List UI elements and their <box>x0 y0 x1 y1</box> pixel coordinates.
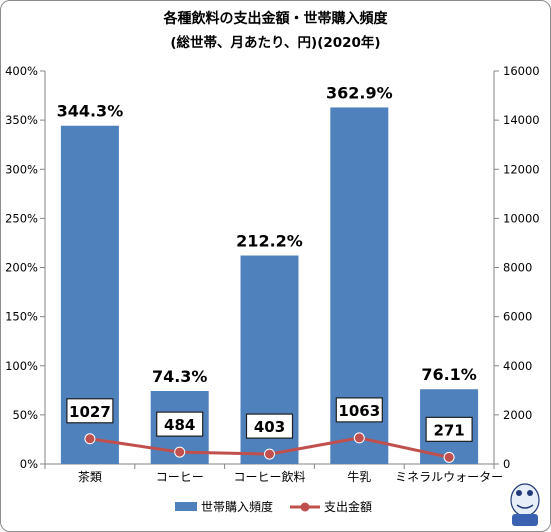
left-tick-label: 300% <box>5 162 38 176</box>
legend-line-label: 支出金額 <box>324 499 372 514</box>
legend-bar-label: 世帯購入頻度 <box>201 499 273 514</box>
right-tick-label: 2000 <box>503 408 532 422</box>
line-point <box>264 448 275 460</box>
right-tick-label: 16000 <box>503 64 540 78</box>
left-tick-label: 200% <box>5 261 38 275</box>
bar-value-label: 212.2% <box>236 232 303 251</box>
bar-value-label: 74.3% <box>152 367 208 386</box>
line-value-box <box>425 416 473 442</box>
chart-subtitle: (総世帯、月あたり、円)(2020年) <box>170 35 381 51</box>
line-point <box>353 432 365 444</box>
right-tick-label: 10000 <box>503 211 540 225</box>
x-tick-label: ミネラルウォーター <box>395 470 503 484</box>
line-value-label: 484 <box>164 416 195 434</box>
line-value-box <box>156 411 204 437</box>
line-value-label: 1063 <box>338 402 380 420</box>
left-tick-label: 350% <box>5 113 38 127</box>
right-tick-label: 6000 <box>503 310 532 324</box>
line-value-label: 1027 <box>69 403 111 421</box>
right-tick-label: 8000 <box>503 261 532 275</box>
left-tick-label: 400% <box>5 64 38 78</box>
left-tick-label: 250% <box>5 211 38 225</box>
line-value-label: 271 <box>433 421 464 439</box>
line-value-box <box>66 398 114 424</box>
line-value-label: 403 <box>254 418 285 436</box>
x-tick-label: 茶類 <box>78 469 102 484</box>
left-tick-label: 0% <box>20 457 38 471</box>
right-tick-label: 12000 <box>503 162 540 176</box>
right-tick-label: 14000 <box>503 113 540 127</box>
right-tick-label: 4000 <box>503 359 532 373</box>
x-tick-label: コーヒー <box>156 470 204 484</box>
bar-value-label: 344.3% <box>57 102 124 121</box>
line-point <box>84 433 96 445</box>
x-tick-label: 牛乳 <box>347 469 371 484</box>
left-tick-label: 150% <box>5 310 38 324</box>
line-point <box>443 451 455 463</box>
x-tick-label: コーヒー飲料 <box>233 469 305 484</box>
left-tick-label: 100% <box>5 359 38 373</box>
bar-value-label: 76.1% <box>421 365 477 384</box>
left-tick-label: 50% <box>12 408 38 422</box>
line-point <box>174 446 186 458</box>
mascot-icon <box>510 483 540 526</box>
line-value-box <box>245 413 294 439</box>
legend-bar-swatch <box>175 502 197 511</box>
right-tick-label: 0 <box>503 457 510 471</box>
legend-line-marker <box>300 502 310 512</box>
line-value-box <box>335 397 383 423</box>
chart-title: 各種飲料の支出金額・世帯購入頻度 <box>163 11 388 27</box>
bar-value-label: 362.9% <box>326 83 393 102</box>
